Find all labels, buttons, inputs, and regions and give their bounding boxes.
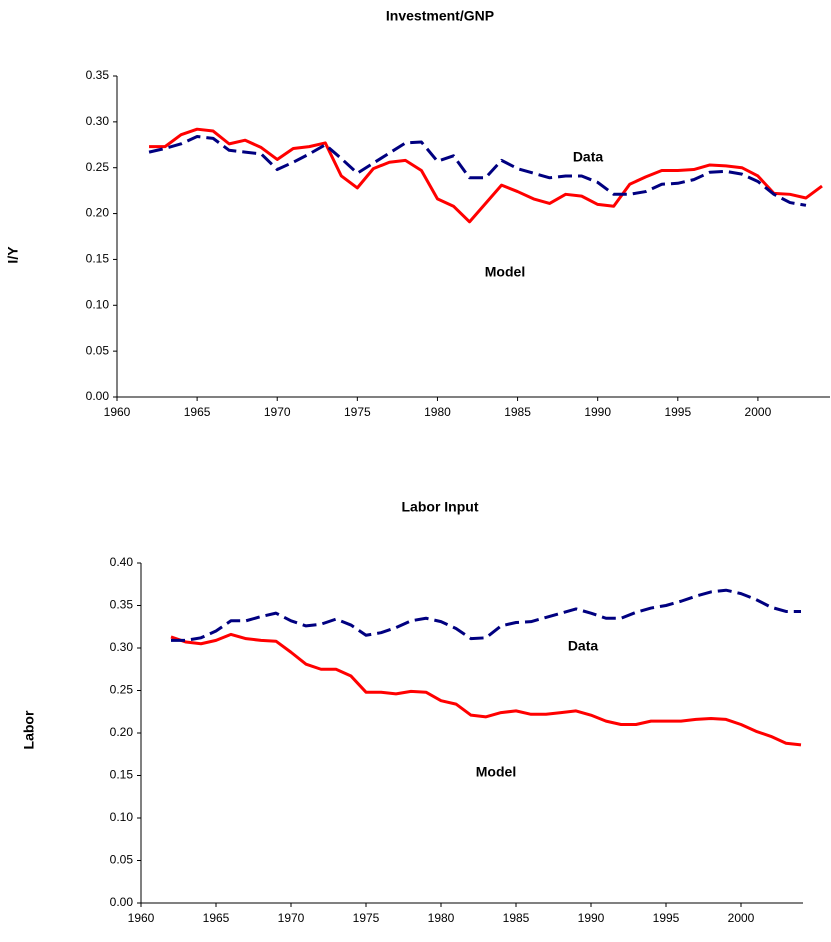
y-tick-label: 0.15: [86, 252, 110, 266]
x-tick-label: 1985: [504, 405, 531, 419]
y-tick-label: 0.15: [110, 768, 134, 782]
y-axis-label: I/Y: [5, 246, 21, 264]
y-tick-label: 0.10: [86, 297, 110, 311]
x-tick-label: 1975: [353, 911, 380, 925]
x-tick-label: 1980: [424, 405, 451, 419]
x-tick-label: 1995: [653, 911, 680, 925]
y-tick-label: 0.30: [86, 114, 110, 128]
y-tick-label: 0.00: [86, 389, 110, 403]
y-tick-label: 0.35: [86, 68, 110, 82]
series-line: [170, 632, 802, 747]
chart-title: Labor Input: [402, 499, 479, 515]
x-tick-label: 1960: [128, 911, 155, 925]
series-label: Model: [485, 264, 525, 280]
y-tick-label: 0.30: [110, 640, 134, 654]
y-tick-label: 0.20: [110, 725, 134, 739]
x-tick-label: 1965: [203, 911, 230, 925]
y-tick-label: 0.20: [86, 206, 110, 220]
x-tick-label: 1995: [664, 405, 691, 419]
series-line: [148, 135, 807, 207]
x-tick-label: 1960: [104, 405, 131, 419]
y-tick-label: 0.40: [110, 555, 134, 569]
chart-title: Investment/GNP: [386, 8, 494, 24]
y-tick-label: 0.25: [86, 160, 110, 174]
series-label: Model: [476, 764, 516, 780]
y-tick-label: 0.00: [110, 895, 134, 909]
x-tick-label: 1985: [503, 911, 530, 925]
series-line: [171, 588, 801, 642]
x-tick-label: 1970: [264, 405, 291, 419]
x-tick-label: 1980: [428, 911, 455, 925]
x-tick-label: 2000: [745, 405, 772, 419]
x-tick-label: 1990: [578, 911, 605, 925]
y-tick-label: 0.25: [110, 683, 134, 697]
y-tick-label: 0.35: [110, 598, 134, 612]
series-line: [149, 127, 823, 224]
y-axis-label: Labor: [21, 710, 37, 749]
x-tick-label: 2000: [728, 911, 755, 925]
series-label: Data: [573, 149, 604, 165]
series-label: Data: [568, 638, 599, 654]
y-tick-label: 0.05: [86, 343, 110, 357]
x-tick-label: 1975: [344, 405, 371, 419]
y-tick-label: 0.10: [110, 810, 134, 824]
y-tick-label: 0.05: [110, 853, 134, 867]
x-tick-label: 1970: [278, 911, 305, 925]
x-tick-label: 1965: [184, 405, 211, 419]
x-tick-label: 1990: [584, 405, 611, 419]
